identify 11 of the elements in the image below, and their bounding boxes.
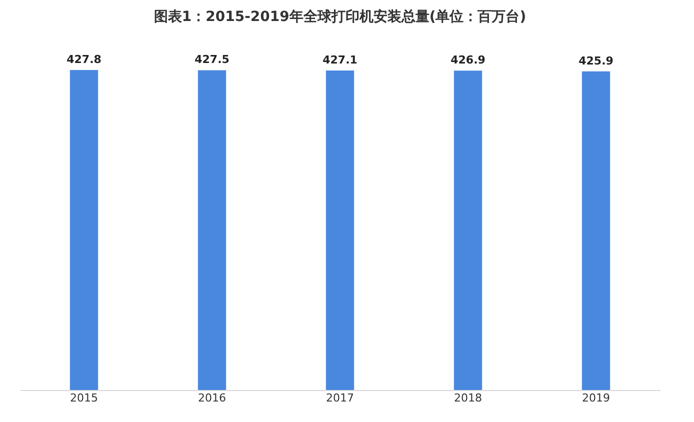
x-tick-label: 2015 bbox=[70, 392, 98, 404]
x-tick-label: 2019 bbox=[582, 392, 610, 404]
chart-title: 图表1：2015-2019年全球打印机安装总量(单位：百万台) bbox=[154, 8, 526, 25]
data-label: 426.9 bbox=[450, 54, 486, 67]
data-label: 425.9 bbox=[578, 54, 614, 68]
x-tick-label: 2017 bbox=[326, 392, 354, 404]
data-label: 427.1 bbox=[322, 54, 358, 67]
data-label: 427.5 bbox=[194, 53, 230, 66]
data-label: 427.8 bbox=[66, 53, 102, 66]
x-tick-label: 2018 bbox=[454, 392, 482, 404]
x-tick-label: 2016 bbox=[198, 392, 226, 404]
